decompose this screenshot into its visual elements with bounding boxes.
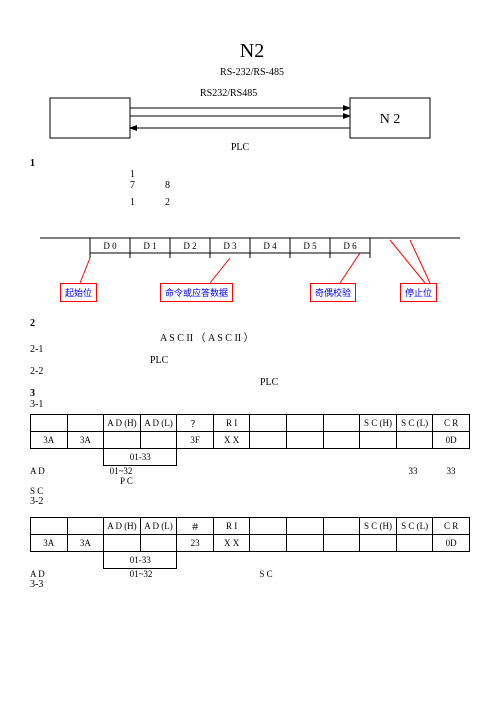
t31-under: A D 01~32 33 33 [30,466,470,476]
s21: 2-1 [30,344,474,355]
bitstream-area: D 0 D 1 D 2 D 3 D 4 D 5 D 6 起始位 命令或应答数据 … [30,228,474,318]
sec3-num: 3 [30,388,474,399]
table-row: A D (H)A D (L) ？R I S C (H) S C (L)C R [31,415,470,432]
sec1-c: 12 [130,197,474,208]
pc-line: P C [120,476,474,486]
comm-diagram: N 2 RS232/RS485 PLC [30,78,470,158]
table-32: A D (H)A D (L) ＃R I S C (H) S C (L)C R 3… [30,517,470,569]
t32-under: A D 01~32 S C [30,569,470,579]
plc-under: PLC [231,142,250,153]
table-row: 01-33 [31,552,470,569]
callout-start: 起始位 [60,283,97,302]
table-row: 3A3A 23X X 0D [31,535,470,552]
title: N2 [30,40,474,63]
sc-line: S C [30,486,474,496]
sec1-a: 1 [130,169,474,180]
plc2: PLC [260,377,474,388]
callout-data: 命令或应答数据 [160,283,233,302]
svg-text:D 2: D 2 [183,241,196,251]
svg-text:D 6: D 6 [343,241,357,251]
sec1-num: 1 [30,158,474,169]
svg-text:D 5: D 5 [303,241,317,251]
bitstream-svg: D 0 D 1 D 2 D 3 D 4 D 5 D 6 [30,228,470,318]
s33: 3-3 [30,579,474,590]
svg-text:D 4: D 4 [263,241,277,251]
s32: 3-2 [30,496,474,507]
svg-text:D 1: D 1 [143,241,156,251]
svg-text:D 3: D 3 [223,241,237,251]
line-top-label: RS232/RS485 [200,88,257,99]
right-box-label: N 2 [380,112,401,127]
subtitle: RS-232/RS-485 [30,67,474,78]
page: N2 RS-232/RS-485 N 2 RS232/RS485 PLC 1 1… [0,0,504,610]
sec2-num: 2 [30,318,474,329]
svg-text:D 0: D 0 [103,241,117,251]
table-row: A D (H)A D (L) ＃R I S C (H) S C (L)C R [31,518,470,535]
sec1-b: 78 [130,180,474,191]
plc1: PLC [150,355,474,366]
table-row: 01-33 [31,449,470,466]
s22: 2-2 [30,366,474,377]
ascii-line: A S C II （ A S C II ） [160,329,474,344]
table-row: 3A3A 3FX X 0D [31,432,470,449]
callout-stop: 停止位 [400,283,437,302]
s31: 3-1 [30,399,474,410]
table-31: A D (H)A D (L) ？R I S C (H) S C (L)C R 3… [30,414,470,466]
callout-parity: 奇偶校验 [310,283,356,302]
